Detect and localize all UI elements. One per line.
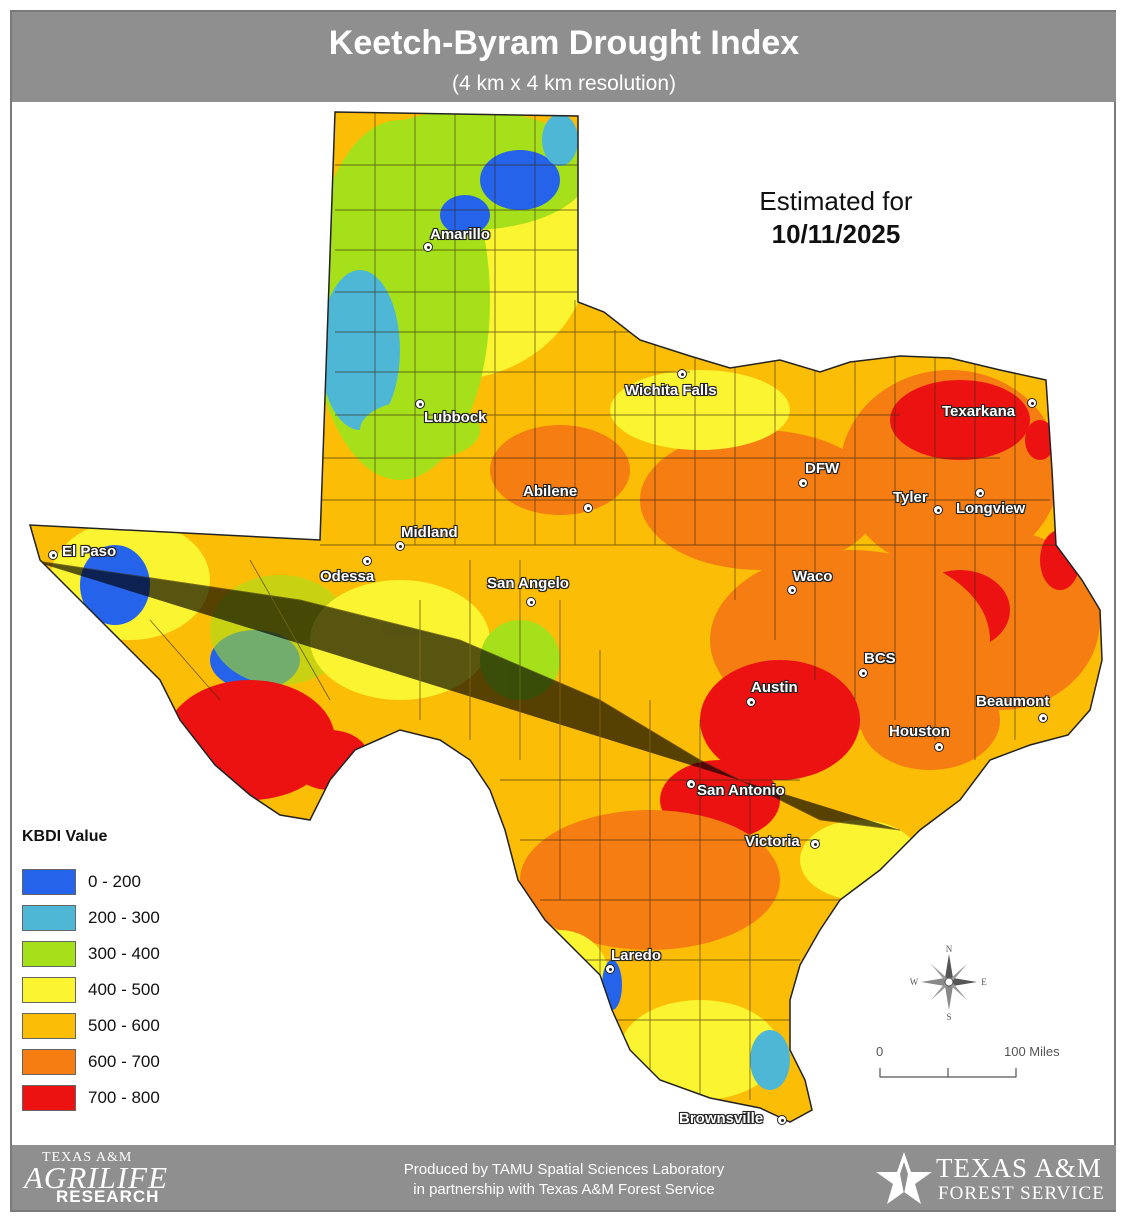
compass-rose: N S W E	[906, 942, 992, 1022]
credit-text: Produced by TAMU Spatial Sciences Labora…	[300, 1160, 828, 1200]
legend-title: KBDI Value	[22, 828, 108, 845]
city-marker-beaumont	[1038, 713, 1048, 723]
city-label-san-antonio: San Antonio	[697, 782, 785, 799]
legend-swatch	[22, 941, 76, 967]
legend-label: 300 - 400	[88, 944, 160, 963]
city-marker-houston	[934, 742, 944, 752]
city-marker-el-paso	[48, 550, 58, 560]
city-marker-wichita-falls	[677, 369, 687, 379]
city-marker-waco	[787, 585, 797, 595]
legend-swatch	[22, 1013, 76, 1039]
legend-label: 0 - 200	[88, 872, 141, 891]
city-label-amarillo: Amarillo	[430, 226, 491, 243]
county-boundaries	[30, 112, 1080, 1100]
star-icon	[876, 1152, 932, 1204]
city-label-austin: Austin	[751, 679, 798, 696]
city-label-midland: Midland	[401, 524, 458, 541]
map-title: Keetch-Byram Drought Index	[328, 24, 800, 62]
city-marker-austin	[746, 697, 756, 707]
city-label-longview: Longview	[956, 500, 1026, 517]
compass-icon: N S W E	[910, 944, 988, 1022]
city-marker-dfw	[798, 478, 808, 488]
city-label-lubbock: Lubbock	[424, 409, 487, 426]
forest-service-logo: TEXAS A&M FOREST SERVICE	[870, 1148, 1110, 1208]
city-label-abilene: Abilene	[523, 483, 578, 500]
city-label-beaumont: Beaumont	[976, 693, 1050, 710]
scale-end-label: 100 Miles	[1004, 1044, 1060, 1059]
estimate-label: Estimated for	[759, 186, 913, 216]
legend-swatch	[22, 1049, 76, 1075]
city-marker-tyler	[933, 505, 943, 515]
legend-swatch	[22, 1085, 76, 1111]
legend: KBDI Value 0 - 200 200 - 300 300 - 400 4…	[22, 828, 222, 1111]
city-label-tyler: Tyler	[893, 489, 928, 506]
city-marker-brownsville	[777, 1115, 787, 1125]
city-label-san-angelo: San Angelo	[487, 575, 569, 592]
city-marker-san-antonio	[686, 779, 696, 789]
city-label-dfw: DFW	[805, 460, 840, 477]
map-subtitle: (4 km x 4 km resolution)	[451, 72, 677, 95]
svg-text:E: E	[981, 977, 987, 987]
legend-swatch	[22, 977, 76, 1003]
city-marker-texarkana	[1027, 398, 1037, 408]
city-label-texarkana: Texarkana	[942, 403, 1016, 420]
legend-label: 600 - 700	[88, 1052, 160, 1071]
estimate-block: Estimated for 10/11/2025	[736, 186, 936, 250]
agrilife-logo-line3: RESEARCH	[56, 1187, 160, 1206]
city-label-el-paso: El Paso	[62, 543, 117, 560]
city-marker-amarillo	[423, 242, 433, 252]
footer-bar	[12, 1145, 1116, 1210]
forest-service-logo-line2: FOREST SERVICE	[938, 1183, 1105, 1204]
city-label-brownsville: Brownsville	[679, 1110, 764, 1127]
agrilife-logo-line2: AGRILIFE	[24, 1160, 169, 1195]
city-marker-abilene	[583, 503, 593, 513]
city-label-wichita-falls: Wichita Falls	[625, 382, 717, 399]
legend-label: 700 - 800	[88, 1088, 160, 1107]
city-label-odessa: Odessa	[320, 568, 375, 585]
scale-start-label: 0	[876, 1044, 884, 1059]
city-label-waco: Waco	[793, 568, 833, 585]
svg-text:S: S	[946, 1012, 951, 1022]
agrilife-research-logo: TEXAS A&M AGRILIFE RESEARCH	[24, 1150, 167, 1208]
texas-outline	[28, 111, 1103, 1123]
city-marker-laredo	[605, 964, 615, 974]
scale-bar-graphic	[879, 1068, 1017, 1078]
legend-label: 500 - 600	[88, 1016, 160, 1035]
city-marker-san-angelo	[526, 597, 536, 607]
estimate-date: 10/11/2025	[771, 219, 901, 249]
svg-text:W: W	[910, 977, 919, 987]
scale-bar: 0 100 Miles	[874, 1044, 1074, 1084]
credit-line1: Produced by TAMU Spatial Sciences Labora…	[403, 1161, 725, 1178]
legend-label: 200 - 300	[88, 908, 160, 927]
city-label-laredo: Laredo	[611, 947, 662, 964]
city-marker-victoria	[810, 839, 820, 849]
legend-swatch	[22, 905, 76, 931]
svg-text:N: N	[946, 944, 953, 954]
title-bar	[12, 12, 1116, 102]
agrilife-logo-line1: TEXAS A&M	[42, 1150, 133, 1165]
legend-label: 400 - 500	[88, 980, 160, 999]
city-marker-longview	[975, 488, 985, 498]
city-label-houston: Houston	[889, 723, 950, 740]
city-marker-bcs	[858, 668, 868, 678]
city-label-victoria: Victoria	[745, 833, 800, 850]
legend-swatch	[22, 869, 76, 895]
city-marker-lubbock	[415, 399, 425, 409]
city-label-bcs: BCS	[864, 650, 896, 667]
city-marker-odessa	[362, 556, 372, 566]
forest-service-logo-line1: TEXAS A&M	[936, 1153, 1102, 1183]
credit-line2: in partnership with Texas A&M Forest Ser…	[413, 1181, 715, 1198]
city-marker-midland	[395, 541, 405, 551]
